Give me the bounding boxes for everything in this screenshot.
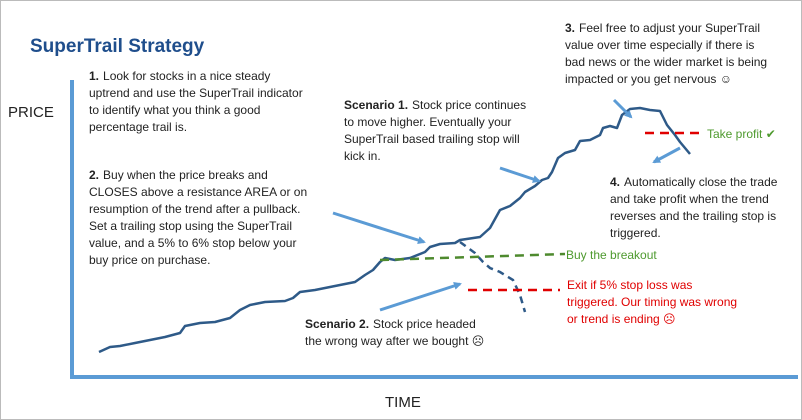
block-line: bad news or the wider market is being (565, 55, 767, 69)
arrow (499, 166, 541, 183)
text-block: 2. Buy when the price breaks and CLOSES ab… (89, 168, 307, 267)
arrow (379, 282, 462, 312)
block-line: resumption of the trend after a pullback… (89, 202, 300, 216)
block-line: uptrend and use the SuperTrail indicator (89, 86, 303, 100)
block-line: Look for stocks in a nice steady (103, 69, 270, 83)
block-line: and take profit when the trend (610, 192, 769, 206)
block-line: value over time especially if there is (565, 38, 754, 52)
block-line: reverses and the trailing stop is (610, 209, 776, 223)
block-label: 1. (89, 69, 99, 83)
block-line: Set a trailing stop using the SuperTrail (89, 219, 292, 233)
exit-line: Exit if 5% stop loss was (567, 278, 692, 292)
title: SuperTrail Strategy (30, 36, 205, 57)
buy-line (379, 252, 566, 262)
block-label: Scenario 1. (344, 98, 408, 112)
block-line: Stock price continues (412, 98, 526, 112)
block-line: CLOSES above a resistance AREA or on (89, 185, 307, 199)
block-line: percentage trail is. (89, 120, 187, 134)
arrows (332, 98, 681, 312)
block-line: buy price on purchase. (89, 253, 210, 267)
block-line: to move higher. Eventually your (344, 115, 511, 129)
exit-line: triggered. Our timing was wrong (567, 295, 737, 309)
block-line: the wrong way after we bought ☹ (305, 334, 484, 348)
block-line: Feel free to adjust your SuperTrail (579, 21, 760, 35)
block-line: triggered. (610, 226, 661, 240)
text-block: 3. Feel free to adjust your SuperTrail val… (565, 21, 767, 86)
block-label: 2. (89, 168, 99, 182)
exit-line: or trend is ending ☹ (567, 312, 676, 326)
arrow (652, 146, 681, 164)
text-block: Scenario 1. Stock price continues to move … (344, 98, 526, 163)
y-axis-label: PRICE (8, 104, 54, 121)
price-line (98, 106, 691, 354)
x-axis-label: TIME (385, 394, 421, 411)
text-block: 4. Automatically close the trade and take … (610, 175, 778, 240)
block-line: kick in. (344, 149, 381, 163)
block-line: to identify what you think a good (89, 103, 260, 117)
block-line: impacted or you get nervous ☺ (565, 72, 732, 86)
arrow (612, 98, 633, 119)
arrow (332, 211, 426, 244)
block-line: value, and a 5% to 6% stop below your (89, 236, 296, 250)
block-line: SuperTrail based trailing stop will (344, 132, 520, 146)
take-profit-label: Take profit ✔ (707, 127, 776, 141)
text-block: Scenario 2. Stock price headed the wrong w… (305, 317, 484, 348)
buy-breakout-label: Buy the breakout (566, 248, 657, 262)
text-block: 1. Look for stocks in a nice steady uptren… (89, 69, 303, 134)
block-line: Stock price headed (373, 317, 476, 331)
block-line: Buy when the price breaks and (103, 168, 268, 182)
block-label: Scenario 2. (305, 317, 369, 331)
block-label: 3. (565, 21, 575, 35)
block-label: 4. (610, 175, 620, 189)
block-line: Automatically close the trade (624, 175, 778, 189)
